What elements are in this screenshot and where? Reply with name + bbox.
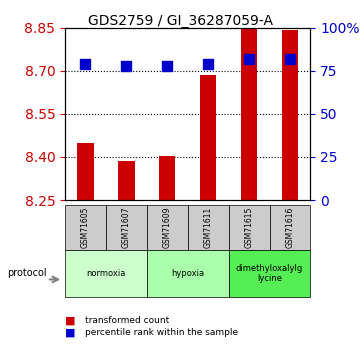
Point [205, 61, 211, 67]
Text: GSM71609: GSM71609 [163, 207, 172, 248]
Text: ■: ■ [65, 315, 75, 325]
Bar [200, 75, 216, 200]
Bar [241, 29, 257, 200]
Text: protocol: protocol [7, 268, 47, 278]
Text: GSM71607: GSM71607 [122, 207, 131, 248]
Text: GSM71605: GSM71605 [81, 207, 90, 248]
Text: percentile rank within the sample: percentile rank within the sample [85, 328, 238, 337]
Text: GDS2759 / GI_36287059-A: GDS2759 / GI_36287059-A [88, 14, 273, 28]
Bar [77, 142, 93, 200]
Text: GSM71611: GSM71611 [204, 207, 213, 248]
Bar [118, 161, 135, 200]
Text: transformed count: transformed count [85, 316, 169, 325]
Text: hypoxia: hypoxia [171, 269, 204, 278]
Bar [159, 156, 175, 200]
Bar [282, 30, 298, 200]
Text: GSM71616: GSM71616 [286, 207, 295, 248]
Point [287, 56, 293, 61]
Point [123, 63, 129, 68]
Text: dimethyloxalylg
lycine: dimethyloxalylg lycine [236, 264, 303, 283]
Text: normoxia: normoxia [86, 269, 126, 278]
Point [83, 61, 88, 67]
Text: ■: ■ [65, 328, 75, 338]
Point [246, 56, 252, 61]
Text: GSM71615: GSM71615 [245, 207, 253, 248]
Point [164, 63, 170, 68]
